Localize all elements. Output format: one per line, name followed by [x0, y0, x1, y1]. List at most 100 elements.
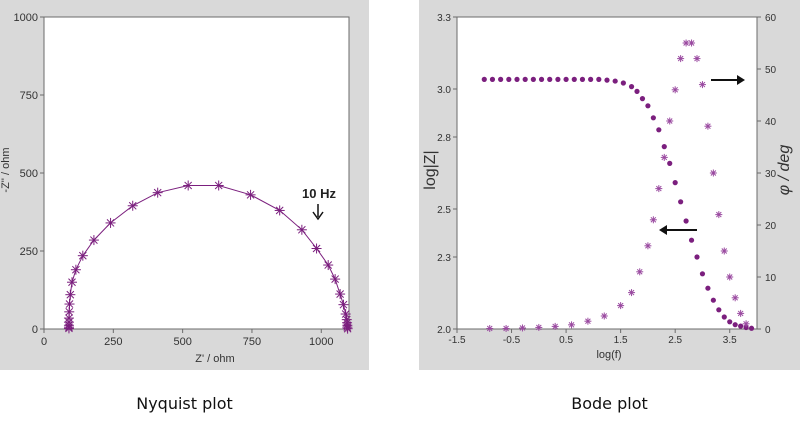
- bode-phase-point: [742, 320, 750, 328]
- nyquist-data-point: [64, 299, 75, 310]
- nyquist-plot-area: [43, 16, 350, 330]
- nyquist-data-point: [274, 205, 285, 216]
- bode-phase-point: [636, 268, 644, 276]
- bode-left-tick-label: 3.0: [437, 85, 451, 96]
- bode-phase-point: [644, 242, 652, 250]
- bode-magnitude-point: [694, 254, 700, 260]
- bode-magnitude-point: [732, 322, 738, 328]
- bode-x-tick-label: -0.5: [503, 335, 521, 346]
- nyquist-x-axis-label: Z' / ohm: [195, 353, 234, 365]
- bode-magnitude-point: [738, 323, 744, 329]
- bode-magnitude-point: [743, 324, 749, 331]
- bode-magnitude-point: [498, 76, 504, 82]
- bode-right-tick-label: 30: [765, 169, 777, 180]
- bode-right-tick-label: 0: [765, 325, 771, 336]
- bode-phase-point: [655, 185, 663, 193]
- bode-magnitude-point: [596, 76, 602, 82]
- bode-magnitude-point: [481, 76, 487, 82]
- nyquist-data-point: [296, 224, 307, 235]
- bode-plot-area: [456, 16, 758, 330]
- phase-axis-arrow: [711, 75, 745, 85]
- nyquist-panel: 0 250 500 750 1000 0 250 500 750 1000 Z' / ohm -Z…: [0, 0, 369, 370]
- bode-magnitude-point: [620, 80, 626, 86]
- nyquist-data-point: [340, 309, 351, 320]
- nyquist-x-tick-label: 500: [173, 336, 191, 348]
- bode-magnitude-point: [699, 271, 706, 277]
- bode-right-tick-label: 10: [765, 273, 777, 284]
- bode-magnitude-point: [672, 180, 678, 186]
- bode-phase-point: [720, 247, 728, 255]
- bode-magnitude-point: [678, 199, 684, 205]
- bode-phase-point: [698, 81, 706, 89]
- bode-chart: -1.5 -0.5 0.5 1.5 2.5 3.5 2.0 2.3 2.5 2.8 3.0 3.3 0 1…: [422, 13, 793, 361]
- bode-phase-point: [600, 312, 608, 320]
- bode-right-tick-label: 60: [765, 13, 777, 24]
- bode-x-tick-label: 0.5: [559, 335, 573, 346]
- bode-magnitude-point: [748, 325, 755, 331]
- bode-magnitude-point: [645, 103, 651, 109]
- bode-phase-point: [551, 322, 559, 330]
- bode-panel: -1.5 -0.5 0.5 1.5 2.5 3.5 2.0 2.3 2.5 2.8 3.0 3.3 0 1…: [419, 0, 800, 370]
- bode-left-tick-label: 2.5: [437, 205, 451, 216]
- bode-phase-point: [649, 216, 657, 224]
- nyquist-y-tick-label: 0: [32, 324, 38, 336]
- bode-right-axis-label: φ / deg: [776, 145, 793, 196]
- nyquist-data-point: [88, 235, 99, 246]
- bode-phase-point: [682, 39, 690, 47]
- bode-x-tick-label: 1.5: [614, 335, 628, 346]
- bode-x-tick-label: 3.5: [723, 335, 737, 346]
- bode-magnitude-point: [530, 76, 536, 82]
- nyquist-y-tick-label: 500: [20, 168, 38, 180]
- bode-phase-point: [666, 117, 674, 125]
- bode-phase-point: [502, 324, 510, 332]
- nyquist-data-point: [330, 274, 341, 285]
- bode-phase-point: [486, 324, 494, 332]
- bode-magnitude-point: [721, 314, 727, 320]
- bode-magnitude-point: [716, 307, 722, 313]
- bode-phase-point: [660, 153, 668, 161]
- nyquist-data-point: [335, 289, 346, 300]
- bode-magnitude-point: [634, 88, 640, 94]
- bode-magnitude-point: [538, 76, 545, 82]
- nyquist-data-point: [65, 289, 76, 300]
- bode-left-tick-label: 3.3: [437, 13, 451, 24]
- bode-magnitude-point: [710, 297, 716, 303]
- nyquist-data-point: [63, 323, 74, 334]
- bode-magnitude-point: [555, 76, 561, 82]
- bode-magnitude-point: [522, 76, 528, 82]
- bode-magnitude-point: [547, 76, 553, 82]
- nyquist-data-point: [105, 217, 116, 228]
- bode-x-tick-label: 2.5: [668, 335, 682, 346]
- nyquist-x-tick-label: 0: [41, 336, 47, 348]
- nyquist-x-tick-label: 750: [243, 336, 261, 348]
- bode-x-tick-label: -1.5: [448, 335, 466, 346]
- bode-left-tick-label: 2.0: [437, 325, 451, 336]
- bode-magnitude-point: [571, 76, 577, 82]
- bode-magnitude-point: [661, 144, 667, 150]
- bode-magnitude-point: [563, 76, 569, 82]
- nyquist-x-tick-label: 250: [104, 336, 122, 348]
- nyquist-data-point: [152, 187, 163, 198]
- bode-phase-point: [726, 273, 734, 281]
- nyquist-data-point: [213, 180, 224, 191]
- bode-magnitude-point: [628, 84, 635, 90]
- bode-right-tick-label: 20: [765, 221, 777, 232]
- bode-magnitude-point: [688, 237, 695, 243]
- nyquist-data-point: [323, 260, 334, 271]
- bode-phase-point: [715, 211, 723, 219]
- bode-magnitude-point: [612, 78, 618, 84]
- bode-magnitude-point: [650, 115, 656, 121]
- bode-phase-point: [688, 39, 696, 47]
- bode-right-tick-label: 50: [765, 65, 777, 76]
- bode-magnitude-point: [656, 127, 662, 133]
- bode-magnitude-point: [604, 77, 610, 83]
- bode-phase-point: [568, 321, 576, 329]
- nyquist-data-point: [245, 189, 256, 200]
- bode-phase-point: [617, 302, 625, 310]
- nyquist-y-tick-label: 250: [20, 246, 38, 258]
- bode-x-axis-label: log(f): [596, 349, 621, 361]
- nyquist-data-point: [77, 250, 88, 261]
- nyquist-y-tick-label: 750: [20, 90, 38, 102]
- nyquist-data-point: [311, 243, 322, 254]
- bode-right-tick-label: 40: [765, 117, 777, 128]
